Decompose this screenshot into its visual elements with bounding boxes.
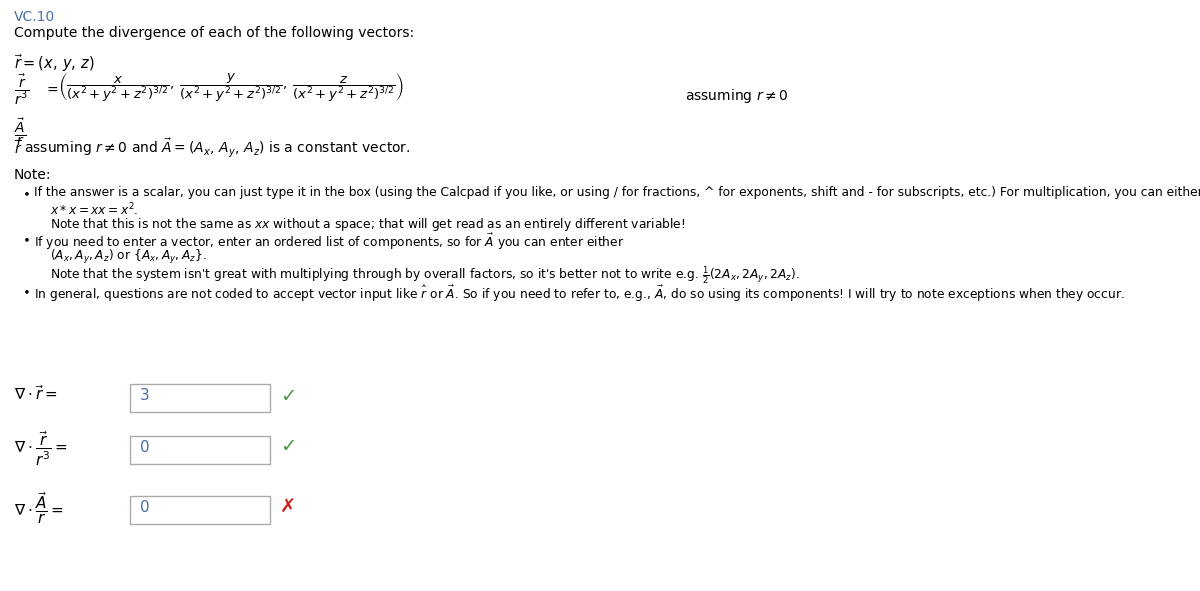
Text: 0: 0	[140, 499, 150, 515]
Text: Note that the system isn't great with multiplying through by overall factors, so: Note that the system isn't great with mu…	[50, 264, 800, 286]
Text: $\nabla \cdot \vec{r} =$: $\nabla \cdot \vec{r} =$	[14, 384, 58, 403]
Text: Note that this is not the same as $xx$ without a space; that will get read as an: Note that this is not the same as $xx$ w…	[50, 216, 685, 233]
Text: $\vec{r} = (x,\, y,\, z)$: $\vec{r} = (x,\, y,\, z)$	[14, 52, 95, 74]
Text: $\dfrac{\vec{r}}{r^3}$: $\dfrac{\vec{r}}{r^3}$	[14, 72, 29, 106]
Text: $\left(\dfrac{x}{(x^2+y^2+z^2)^{3/2}},\;\dfrac{y}{(x^2+y^2+z^2)^{3/2}},\;\dfrac{: $\left(\dfrac{x}{(x^2+y^2+z^2)^{3/2}},\;…	[58, 72, 403, 105]
Text: $(A_x, A_y, A_z)$ or $\{A_x, A_y, A_z\}$.: $(A_x, A_y, A_z)$ or $\{A_x, A_y, A_z\}$…	[50, 248, 206, 266]
Text: ✓: ✓	[280, 387, 296, 405]
Text: assuming $r \neq 0$: assuming $r \neq 0$	[685, 87, 788, 105]
FancyBboxPatch shape	[130, 384, 270, 412]
Text: $\bullet$: $\bullet$	[22, 232, 30, 245]
Text: 0: 0	[140, 440, 150, 454]
Text: $\nabla \cdot \dfrac{\vec{A}}{r} =$: $\nabla \cdot \dfrac{\vec{A}}{r} =$	[14, 490, 64, 526]
Text: $\overline{r}$ assuming $r \neq 0$ and $\vec{A} = (A_x,\, A_y,\, A_z)$ is a cons: $\overline{r}$ assuming $r \neq 0$ and $…	[14, 136, 410, 159]
Text: $\nabla \cdot \dfrac{\vec{r}}{r^3} =$: $\nabla \cdot \dfrac{\vec{r}}{r^3} =$	[14, 430, 67, 469]
Text: 3: 3	[140, 388, 150, 404]
Text: In general, questions are not coded to accept vector input like $\hat{r}$ or $\v: In general, questions are not coded to a…	[34, 284, 1124, 304]
Text: $x * x = xx = x^2$.: $x * x = xx = x^2$.	[50, 202, 138, 219]
Text: $\dfrac{\vec{A}}{r}$: $\dfrac{\vec{A}}{r}$	[14, 116, 26, 148]
Text: $=$: $=$	[44, 82, 59, 96]
Text: $\bullet$: $\bullet$	[22, 284, 30, 297]
Text: Note:: Note:	[14, 168, 52, 182]
FancyBboxPatch shape	[130, 436, 270, 464]
FancyBboxPatch shape	[130, 496, 270, 524]
Text: Compute the divergence of each of the following vectors:: Compute the divergence of each of the fo…	[14, 26, 414, 40]
Text: If the answer is a scalar, you can just type it in the box (using the Calcpad if: If the answer is a scalar, you can just …	[34, 186, 1200, 199]
Text: If you need to enter a vector, enter an ordered list of components, so for $\vec: If you need to enter a vector, enter an …	[34, 232, 624, 252]
Text: ✗: ✗	[280, 498, 296, 517]
Text: VC.10: VC.10	[14, 10, 55, 24]
Text: ✓: ✓	[280, 437, 296, 456]
Text: $\bullet$: $\bullet$	[22, 186, 30, 199]
